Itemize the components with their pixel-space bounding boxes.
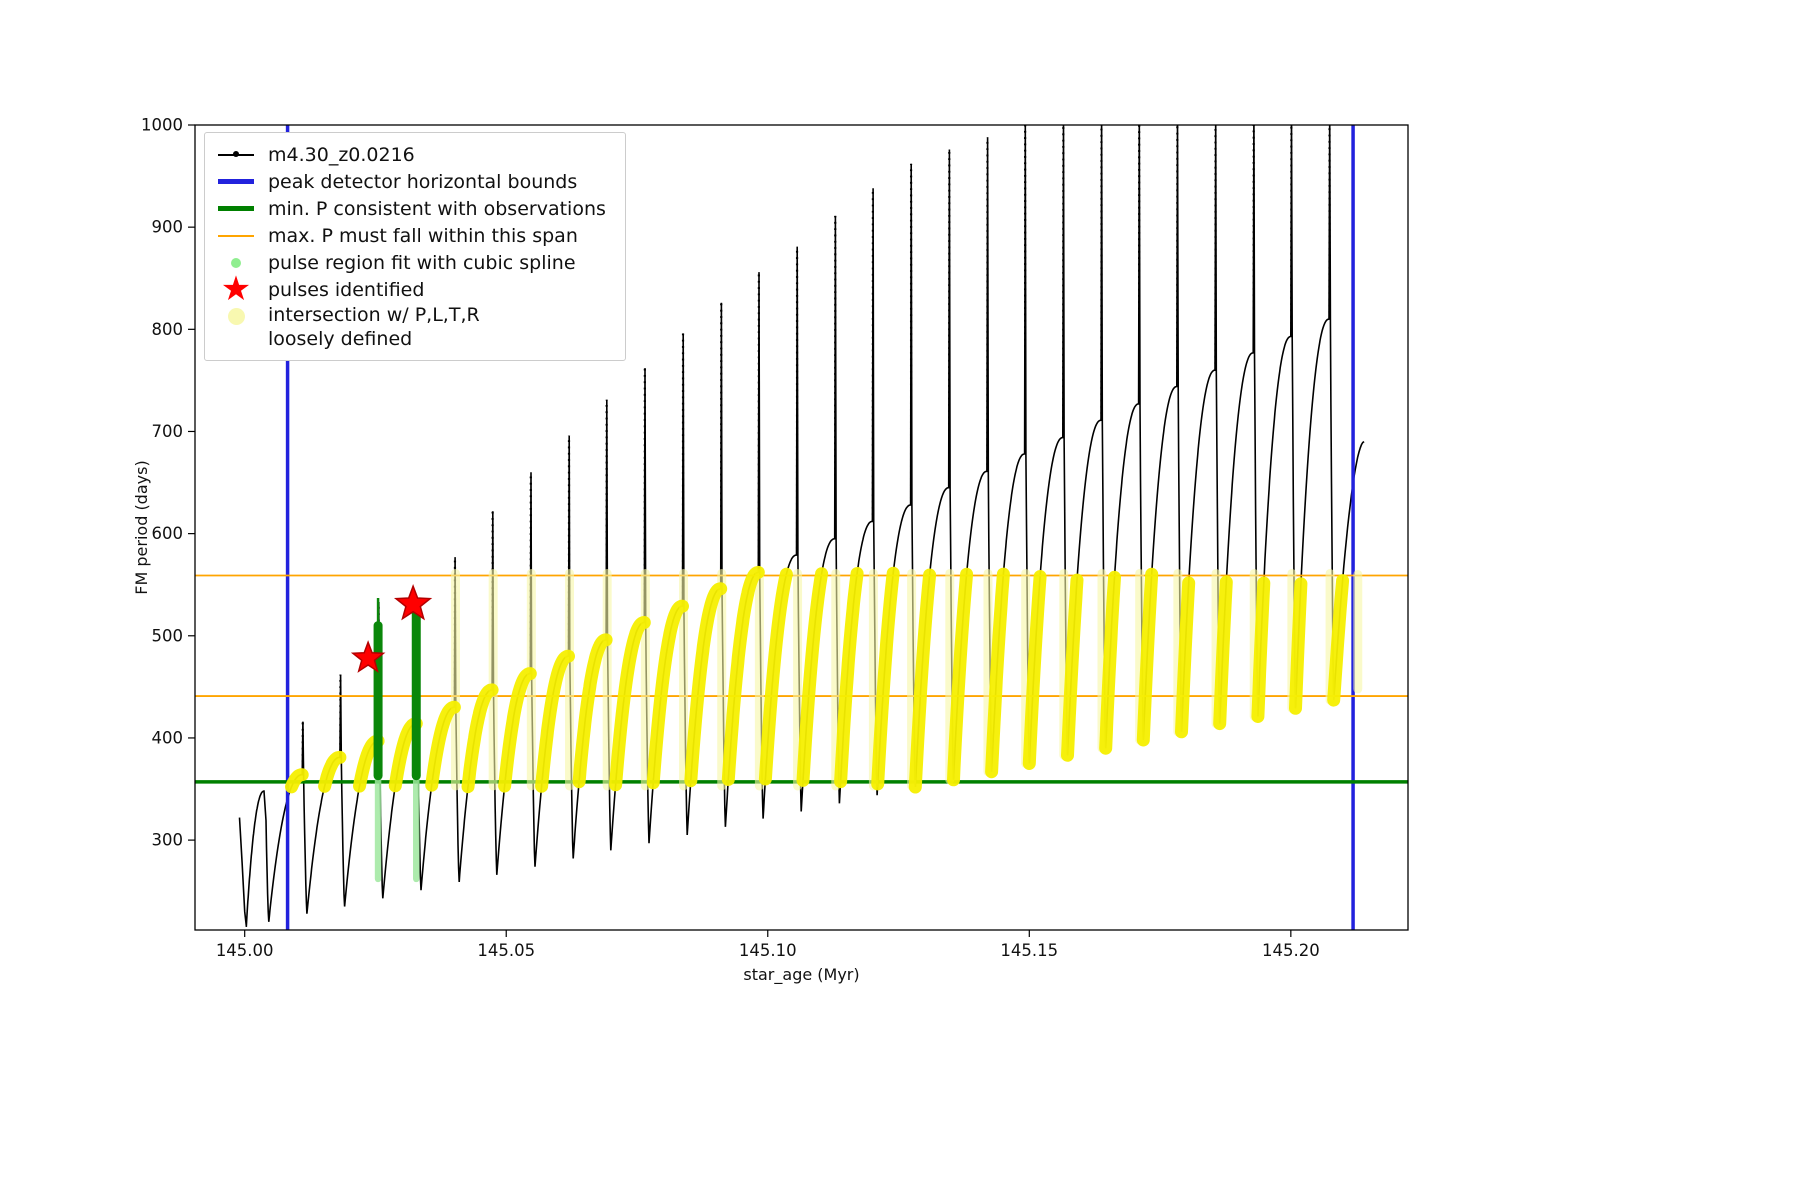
intersection-arc-segment bbox=[1327, 574, 1350, 707]
y-tick-label: 500 bbox=[152, 626, 184, 645]
intersection-arc-segment bbox=[498, 667, 537, 793]
legend-entry-min-p: min. P consistent with observations bbox=[217, 195, 613, 222]
intersection-arc-segment bbox=[461, 683, 499, 794]
x-tick-label: 145.10 bbox=[739, 941, 797, 960]
legend-label-pulses: pulses identified bbox=[268, 278, 425, 301]
intersection-arc-segment bbox=[796, 567, 829, 787]
legend-entry-intersection: intersection w/ P,L,T,R loosely defined bbox=[217, 303, 613, 352]
intersection-arc-segment bbox=[609, 616, 651, 792]
y-tick-label: 1000 bbox=[141, 116, 183, 135]
intersection-arc-segment bbox=[1099, 570, 1121, 755]
legend: m4.30_z0.0216 peak detector horizontal b… bbox=[204, 132, 626, 361]
plot-border bbox=[194, 124, 1409, 931]
legend-label-series: m4.30_z0.0216 bbox=[268, 143, 415, 166]
y-tick-label: 400 bbox=[152, 728, 184, 747]
legend-entry-bounds: peak detector horizontal bounds bbox=[217, 168, 613, 195]
intersection-arc-segment bbox=[758, 567, 793, 786]
legend-label-intersection-2: loosely defined bbox=[268, 328, 413, 351]
legend-label-max-p: max. P must fall within this span bbox=[268, 224, 578, 247]
intersection-arc-segment bbox=[1175, 576, 1196, 739]
max-p-line-icon bbox=[218, 234, 254, 237]
y-tick-label: 800 bbox=[152, 320, 184, 339]
intersection-arc-segment bbox=[285, 768, 309, 794]
intersection-arc-segment bbox=[646, 599, 689, 790]
intersection-arc-segment bbox=[908, 568, 937, 794]
intersection-arc-segment bbox=[1213, 575, 1233, 731]
intersection-arc-segment bbox=[1061, 573, 1084, 762]
y-tick-label: 700 bbox=[152, 422, 184, 441]
x-tick-label: 145.20 bbox=[1262, 941, 1320, 960]
legend-entry-pulses: ★ pulses identified bbox=[217, 269, 613, 309]
intersection-arc-segment bbox=[834, 567, 864, 789]
x-tick-label: 145.00 bbox=[216, 941, 274, 960]
intersection-arc-segment bbox=[535, 649, 575, 793]
legend-label-intersection: intersection w/ P,L,T,R bbox=[268, 304, 480, 326]
x-tick-label: 145.15 bbox=[1000, 941, 1058, 960]
y-axis-label: FM period (days) bbox=[132, 460, 151, 594]
plot-area bbox=[195, 125, 1408, 930]
intersection-arc-segment bbox=[721, 565, 765, 786]
intersection-arc-segment bbox=[318, 750, 347, 793]
intersection-arc-segment bbox=[425, 700, 461, 792]
pulse-star-icon: ★ bbox=[220, 269, 252, 309]
x-axis-label: star_age (Myr) bbox=[743, 965, 859, 985]
legend-label-bounds: peak detector horizontal bounds bbox=[268, 170, 578, 193]
intersection-arc-segment bbox=[1136, 567, 1159, 747]
legend-label-spline: pulse region fit with cubic spline bbox=[268, 251, 576, 274]
y-tick-label: 300 bbox=[152, 831, 184, 850]
series-line-icon bbox=[218, 151, 254, 157]
legend-label-min-p: min. P consistent with observations bbox=[268, 197, 606, 220]
legend-entry-spline: pulse region fit with cubic spline bbox=[217, 249, 613, 276]
y-tick-label: 900 bbox=[152, 218, 184, 237]
intersection-arc-segment bbox=[684, 582, 728, 788]
pulse-identified-star bbox=[393, 583, 433, 621]
intersection-arc-segment bbox=[1022, 570, 1047, 770]
intersection-arc-segment bbox=[985, 567, 1010, 779]
pulse-identified-star bbox=[350, 640, 386, 673]
y-tick-label: 600 bbox=[152, 524, 184, 543]
x-tick-label: 145.05 bbox=[477, 941, 535, 960]
intersection-arc-segment bbox=[1289, 577, 1308, 715]
intersection-arc-segment bbox=[572, 633, 613, 789]
intersection-dot-icon bbox=[227, 308, 245, 325]
min-p-line-icon bbox=[218, 206, 254, 211]
spline-dot-icon bbox=[231, 257, 241, 268]
legend-entry-max-p: max. P must fall within this span bbox=[217, 222, 613, 249]
legend-entry-series: m4.30_z0.0216 bbox=[217, 141, 613, 168]
intersection-arc-segment bbox=[947, 567, 974, 787]
intersection-arc-segment bbox=[871, 566, 900, 791]
bounds-line-icon bbox=[218, 179, 254, 184]
intersection-arc-segment bbox=[1251, 576, 1271, 723]
